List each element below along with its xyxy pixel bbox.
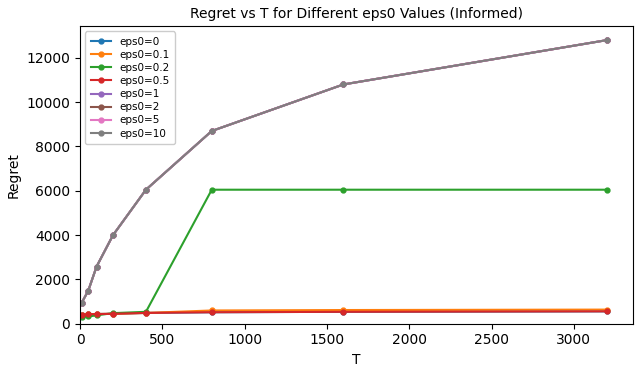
eps0=0 xyxy=(84,312,92,316)
eps0=5 xyxy=(603,38,611,42)
Y-axis label: Regret: Regret xyxy=(7,152,21,198)
Legend: eps0=0, eps0=0.1, eps0=0.2, eps0=0.5, eps0=1, eps0=2, eps0=5, eps0=10: eps0=0, eps0=0.1, eps0=0.2, eps0=0.5, ep… xyxy=(85,31,175,144)
eps0=10 xyxy=(208,129,216,133)
eps0=0.1 xyxy=(142,311,150,315)
eps0=5 xyxy=(78,300,86,305)
eps0=5 xyxy=(84,288,92,293)
eps0=10 xyxy=(603,38,611,42)
eps0=0.2 xyxy=(109,311,117,315)
eps0=0.2 xyxy=(208,187,216,192)
eps0=0.5 xyxy=(142,311,150,315)
eps0=10 xyxy=(78,300,86,305)
eps0=0.2 xyxy=(93,313,100,318)
eps0=0.1 xyxy=(78,313,86,317)
eps0=0.1 xyxy=(109,312,117,316)
eps0=5 xyxy=(93,264,100,269)
eps0=5 xyxy=(109,233,117,237)
eps0=1 xyxy=(603,38,611,42)
eps0=0.1 xyxy=(208,308,216,313)
eps0=0.5 xyxy=(109,312,117,316)
eps0=1 xyxy=(84,288,92,293)
Line: eps0=5: eps0=5 xyxy=(79,38,609,305)
eps0=1 xyxy=(78,300,86,305)
Line: eps0=0.1: eps0=0.1 xyxy=(79,307,609,318)
Line: eps0=0: eps0=0 xyxy=(79,309,609,318)
eps0=0.2 xyxy=(84,314,92,319)
Line: eps0=2: eps0=2 xyxy=(79,38,609,305)
eps0=5 xyxy=(142,187,150,192)
eps0=0 xyxy=(340,310,348,314)
eps0=2 xyxy=(93,264,100,269)
eps0=0.1 xyxy=(603,307,611,312)
eps0=0 xyxy=(603,309,611,314)
eps0=5 xyxy=(340,82,348,87)
eps0=5 xyxy=(208,129,216,133)
eps0=2 xyxy=(208,129,216,133)
Title: Regret vs T for Different eps0 Values (Informed): Regret vs T for Different eps0 Values (I… xyxy=(190,7,523,21)
eps0=2 xyxy=(603,38,611,42)
eps0=1 xyxy=(340,82,348,87)
X-axis label: T: T xyxy=(353,353,361,367)
eps0=0.5 xyxy=(208,310,216,315)
eps0=10 xyxy=(340,82,348,87)
eps0=0.1 xyxy=(84,312,92,316)
eps0=10 xyxy=(84,288,92,293)
eps0=0.5 xyxy=(78,313,86,317)
eps0=1 xyxy=(142,187,150,192)
eps0=2 xyxy=(78,300,86,305)
Line: eps0=0.2: eps0=0.2 xyxy=(79,187,609,319)
eps0=10 xyxy=(109,233,117,237)
eps0=1 xyxy=(93,264,100,269)
eps0=2 xyxy=(84,288,92,293)
Line: eps0=1: eps0=1 xyxy=(79,38,609,305)
eps0=1 xyxy=(109,233,117,237)
eps0=2 xyxy=(142,187,150,192)
eps0=0 xyxy=(109,312,117,316)
eps0=10 xyxy=(93,264,100,269)
eps0=0.1 xyxy=(340,308,348,312)
eps0=0.5 xyxy=(93,312,100,316)
eps0=2 xyxy=(109,233,117,237)
eps0=0.2 xyxy=(78,315,86,319)
eps0=0 xyxy=(78,313,86,317)
Line: eps0=10: eps0=10 xyxy=(79,38,609,305)
eps0=0.1 xyxy=(93,312,100,316)
eps0=0 xyxy=(208,310,216,315)
eps0=0.5 xyxy=(603,309,611,314)
eps0=0.5 xyxy=(340,310,348,314)
eps0=0.2 xyxy=(340,187,348,192)
eps0=0.2 xyxy=(142,310,150,314)
eps0=1 xyxy=(208,129,216,133)
eps0=0 xyxy=(93,312,100,316)
eps0=10 xyxy=(142,187,150,192)
eps0=0 xyxy=(142,311,150,315)
Line: eps0=0.5: eps0=0.5 xyxy=(79,309,609,318)
eps0=0.5 xyxy=(84,312,92,316)
eps0=0.2 xyxy=(603,187,611,192)
eps0=2 xyxy=(340,82,348,87)
